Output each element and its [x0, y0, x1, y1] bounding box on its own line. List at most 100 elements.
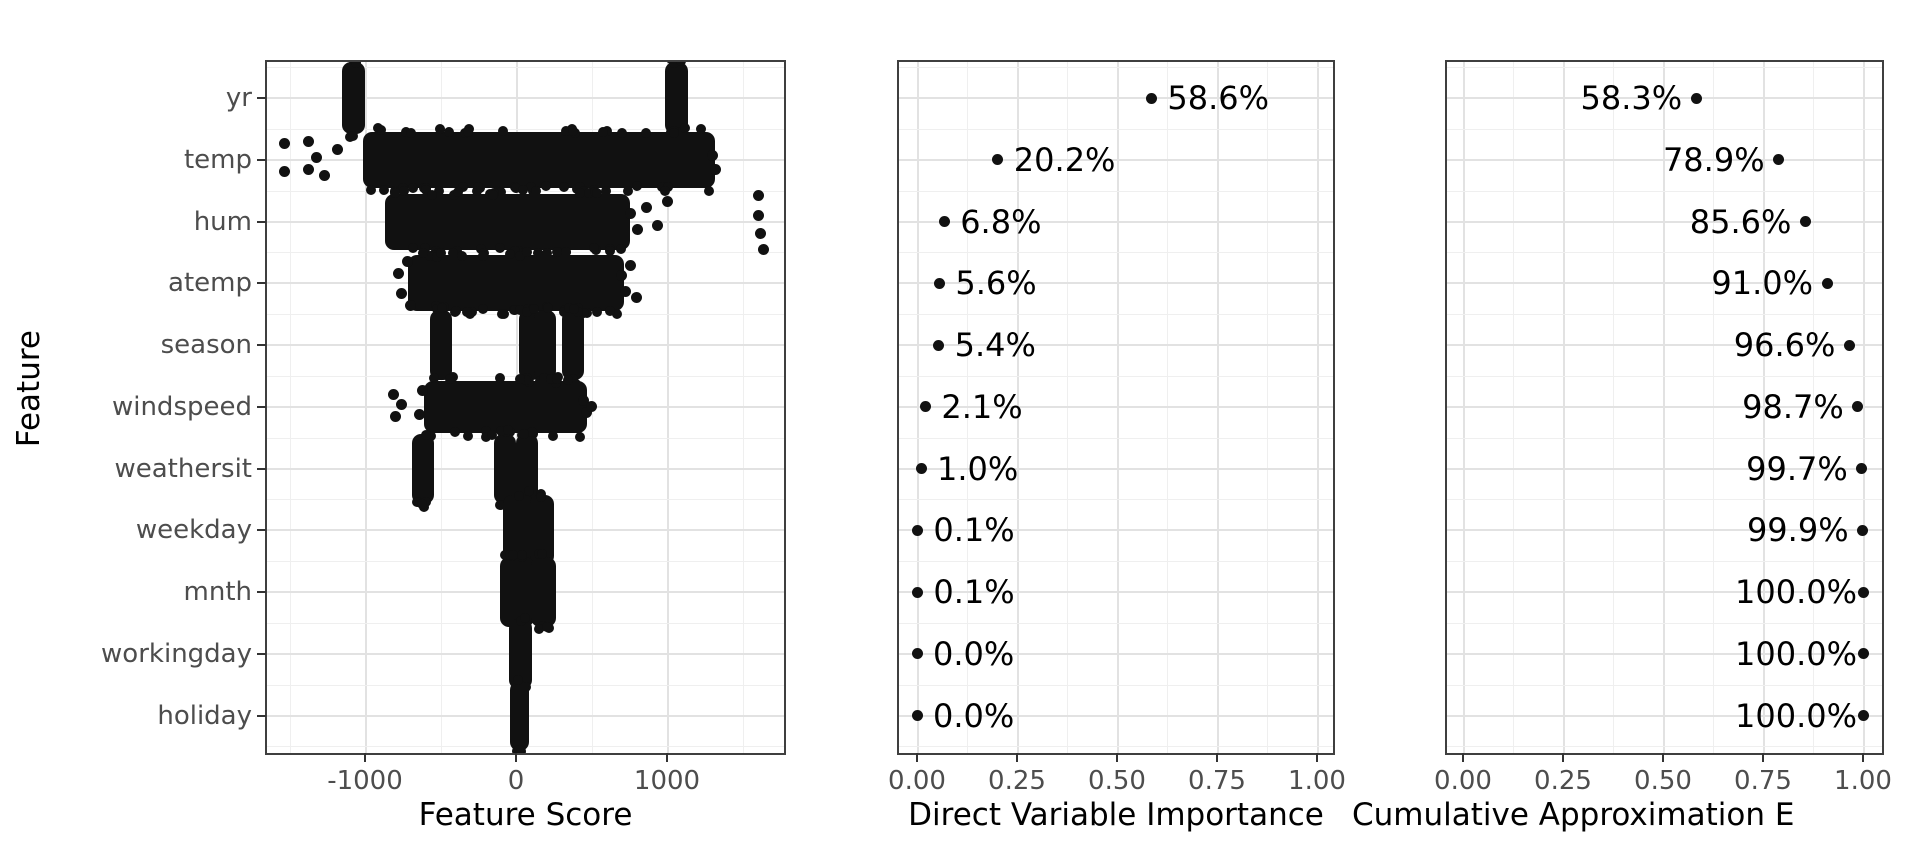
gridline-minor: [899, 437, 1333, 439]
x-tick-mark: [1116, 753, 1118, 762]
outlier-dot: [401, 255, 413, 267]
strip-dot: [514, 373, 525, 384]
x-tick-mark: [1862, 753, 1864, 762]
strip-dot: [372, 122, 383, 133]
cumulative_approximation-dot: [1799, 216, 1811, 227]
direct_importance-label: 0.0%: [933, 634, 1015, 673]
outlier-dot: [303, 136, 315, 148]
outlier-dot: [390, 411, 401, 423]
strip-dot: [462, 431, 473, 442]
gridline-minor: [1447, 128, 1882, 130]
direct_importance-dot: [992, 154, 1004, 166]
x-tick-label: 1.00: [1834, 766, 1892, 796]
gridline-major: [899, 591, 1333, 593]
outlier-dot: [405, 299, 417, 311]
strip-dot: [494, 500, 505, 511]
direct_importance-dot: [911, 586, 923, 598]
direct_importance-dot: [911, 648, 923, 660]
strip-dot: [457, 250, 468, 261]
y-tick-mark: [257, 282, 266, 285]
strip-workingday: [509, 618, 533, 689]
x-tick-label: 0.75: [1734, 766, 1792, 796]
strip-dot: [531, 185, 542, 196]
strip-dot: [529, 304, 540, 315]
y-tick-label-mnth: mnth: [183, 577, 252, 607]
gridline-major: [1447, 652, 1882, 655]
direct_importance-dot: [938, 216, 950, 227]
strip-dot: [426, 189, 437, 200]
strip-dot: [419, 242, 430, 253]
strip-dot: [545, 374, 556, 385]
gridline-major: [1447, 714, 1882, 717]
gridline-minor: [1447, 561, 1882, 563]
outlier-dot: [310, 152, 322, 164]
strip-dot: [588, 243, 599, 254]
x-axis-title-cumulative_approximation: Cumulative Approximation E: [1352, 797, 1795, 833]
x-tick-mark: [666, 753, 668, 762]
strip-season: [561, 310, 584, 380]
strip-dot: [450, 305, 461, 316]
strip-dot: [542, 302, 553, 313]
gridline-major: [899, 652, 1333, 655]
strip-dot: [520, 612, 531, 623]
outlier-dot: [641, 202, 653, 213]
x-tick-mark: [515, 753, 517, 762]
gridline-minor: [1447, 314, 1882, 316]
strip-dot: [481, 431, 492, 442]
strip-dot: [449, 426, 460, 437]
strip-dot: [522, 246, 533, 257]
strip-dot: [512, 675, 523, 686]
direct_importance-label: 20.2%: [1013, 140, 1116, 179]
direct_importance-dot: [933, 277, 945, 289]
y-tick-label-temp: temp: [183, 144, 252, 175]
strip-dot: [486, 430, 497, 441]
y-tick-mark: [257, 97, 266, 99]
y-tick-label-season: season: [160, 330, 252, 360]
strip-dot: [509, 305, 520, 316]
x-tick-label: 0.25: [1534, 766, 1592, 796]
x-tick-label: 0.25: [988, 766, 1046, 796]
cumulative_approximation-dot: [1852, 401, 1864, 413]
gridline-minor: [899, 128, 1333, 130]
cumulative_approximation-dot: [1690, 92, 1702, 104]
strip-dot: [437, 302, 448, 313]
strip-dot: [447, 247, 458, 258]
strip-dot: [417, 247, 428, 258]
y-tick-mark: [257, 220, 266, 223]
direct_importance-label: 5.4%: [954, 326, 1036, 364]
gridline-major: [267, 97, 784, 99]
direct_importance-label: 0.1%: [933, 573, 1015, 611]
direct_importance-label: 2.1%: [941, 387, 1023, 426]
outlier-dot: [331, 144, 343, 156]
strip-dot: [445, 374, 456, 385]
strip-dot: [540, 181, 551, 192]
strip-dot: [527, 426, 538, 437]
direct_importance-label: 5.6%: [955, 264, 1037, 303]
strip-dot: [425, 250, 436, 261]
strip-dot: [703, 186, 714, 197]
strip-dot: [478, 304, 489, 315]
strip-dot: [453, 187, 464, 198]
x-tick-mark: [1562, 753, 1564, 762]
outlier-dot: [303, 164, 315, 176]
gridline-minor: [1447, 375, 1882, 377]
strip-dot: [616, 244, 627, 255]
strip-dot: [668, 62, 679, 68]
strip-dot: [533, 247, 544, 258]
strip-dot: [591, 188, 602, 199]
cumulative_approximation-dot: [1857, 648, 1869, 660]
strip-dot: [436, 247, 447, 258]
strip-dot: [443, 126, 454, 137]
gridline-major: [899, 220, 1333, 223]
x-tick-mark: [1462, 753, 1464, 762]
x-tick-label: 0.00: [1434, 766, 1492, 796]
cumulative_approximation-label: 58.3%: [1580, 79, 1683, 117]
strip-season: [533, 310, 557, 380]
strip-dot: [514, 251, 525, 262]
x-tick-mark: [1316, 753, 1318, 762]
direct_importance-label: 1.0%: [937, 449, 1019, 488]
gridline-major: [1447, 220, 1882, 223]
strip-dot: [568, 304, 579, 315]
strip-dot: [561, 246, 572, 257]
direct_importance-dot: [911, 710, 923, 721]
